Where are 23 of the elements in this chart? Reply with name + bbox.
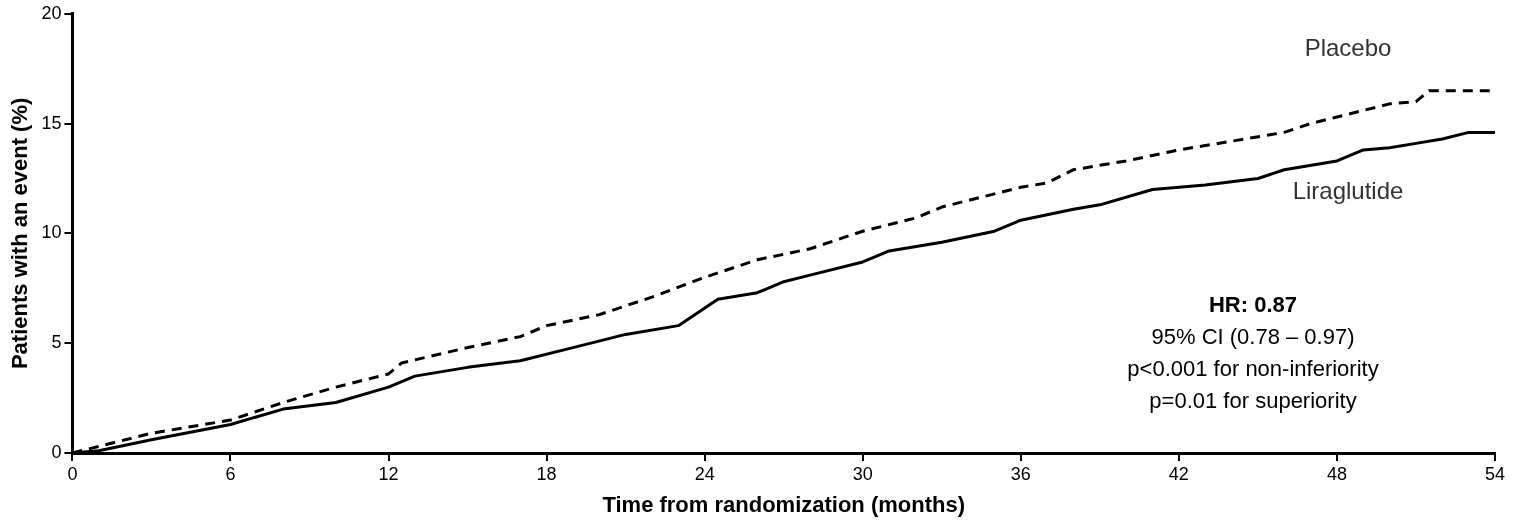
annotation: 95% CI (0.78 – 0.97) [1151,324,1355,350]
y-tick-label: 10 [41,222,62,243]
x-tick-label: 12 [378,463,399,484]
x-tick-label: 42 [1168,463,1189,484]
x-tick-label: 54 [1484,463,1506,484]
annotation: p<0.001 for non-inferiority [1127,356,1379,382]
x-tick-label: 0 [67,463,78,484]
annotation: HR: 0.87 [1208,292,1298,318]
y-axis-title: Patients with an event (%) [7,97,33,370]
series-label: Placebo [1304,34,1392,62]
series-label: Liraglutide [1292,177,1404,205]
annotation: p=0.01 for superiority [1149,388,1357,414]
y-tick-label: 0 [51,441,62,462]
y-tick-label: 5 [51,332,62,353]
x-tick-label: 30 [852,463,873,484]
x-tick-label: 6 [225,463,236,484]
x-tick-label: 18 [536,463,557,484]
y-tick-label: 20 [41,2,62,23]
x-tick-label: 36 [1010,463,1031,484]
y-tick-label: 15 [41,112,62,133]
x-tick-label: 48 [1326,463,1347,484]
x-axis-title: Time from randomization (months) [602,491,966,517]
x-tick-label: 24 [694,463,715,484]
